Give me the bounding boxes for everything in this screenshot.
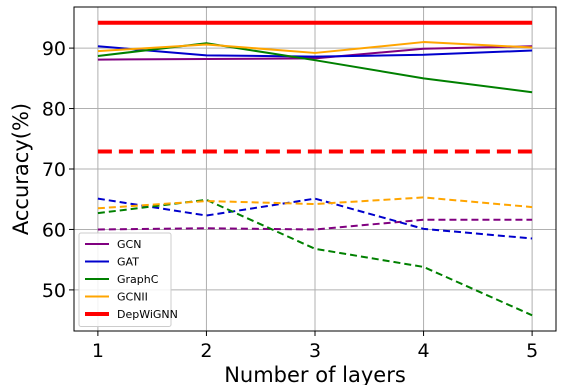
x-tick-label: 5 [526,340,538,362]
axis-ticks: 1 2 3 4 5 50 60 70 80 90 [42,38,538,362]
series-line-gat-dashed [97,197,533,240]
legend-label: GCNII [117,291,148,304]
y-tick-label: 70 [42,159,66,181]
x-tick-label: 2 [200,340,212,362]
series-line-gat-solid [97,45,533,58]
x-tick-label: 4 [418,340,430,362]
legend: GCN GAT GraphC GCNII DepWiGNN [78,232,178,327]
y-tick-label: 80 [42,99,66,121]
y-tick-label: 60 [42,219,66,241]
legend-label: GraphC [117,273,159,286]
legend-label: GAT [117,256,139,269]
series-group [97,20,533,317]
legend-label: DepWiGNN [117,308,178,321]
x-tick-label: 1 [92,340,104,362]
y-tick-label: 90 [42,38,66,60]
x-tick-label: 3 [309,340,321,362]
x-axis-label: Number of layers [224,363,406,385]
legend-box [78,232,172,327]
series-line-gcnii-solid [97,41,533,54]
y-axis-label: Accuracy(%) [9,103,33,235]
series-line-gcn-dashed [97,218,533,231]
legend-label: GCN [117,238,141,251]
series-line-gcnii-dashed [97,196,533,210]
series-line-gcn-solid [97,45,533,61]
y-tick-label: 50 [42,280,66,302]
